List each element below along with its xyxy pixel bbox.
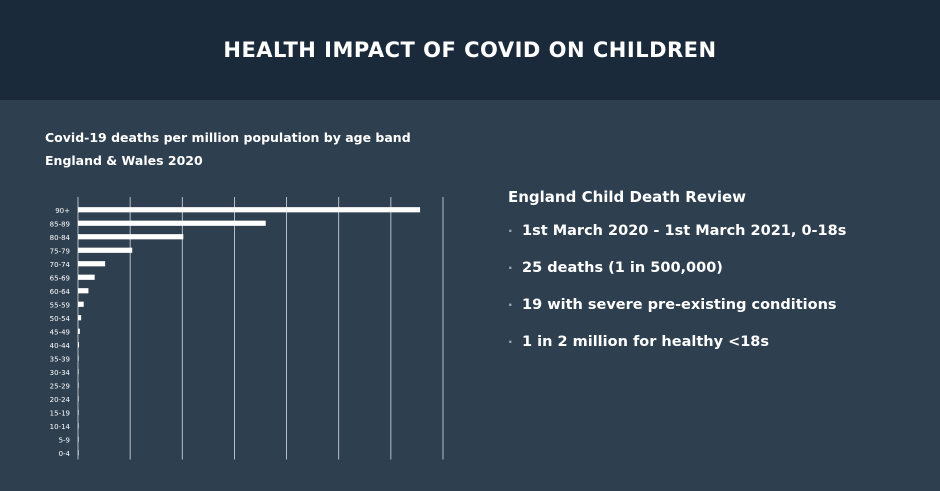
y-tick-label: 15-19	[50, 409, 70, 417]
review-item: · 25 deaths (1 in 500,000)	[508, 257, 928, 294]
bar	[78, 355, 79, 361]
child-death-review-panel: England Child Death Review · 1st March 20…	[508, 188, 928, 368]
panel-title: England Child Death Review	[508, 188, 746, 206]
chart-title: Covid-19 deaths per million population b…	[45, 130, 411, 145]
y-tick-label: 30-34	[50, 369, 71, 377]
review-item-text: 1 in 2 million for healthy <18s	[522, 334, 770, 350]
bullet-icon: ·	[508, 261, 513, 275]
review-item: · 1 in 2 million for healthy <18s	[508, 331, 928, 368]
x-tick-label: 25000	[326, 475, 351, 476]
bar	[78, 274, 95, 280]
bar	[78, 423, 79, 429]
bar	[78, 288, 89, 294]
review-item-text: 19 with severe pre-existing conditions	[522, 297, 837, 313]
y-tick-label: 75-79	[50, 247, 70, 255]
y-tick-label: 25-29	[50, 382, 70, 390]
bar	[78, 396, 79, 402]
review-item-text: 1st March 2020 - 1st March 2021, 0-18s	[522, 223, 847, 239]
y-tick-label: 60-64	[50, 288, 71, 296]
y-tick-label: 0-4	[59, 450, 71, 458]
y-tick-label: 35-39	[50, 355, 70, 363]
y-tick-label: 55-59	[50, 301, 70, 309]
bar	[78, 247, 133, 253]
x-tick-label: 10000	[170, 475, 195, 476]
bar	[78, 450, 79, 456]
bar	[78, 409, 79, 415]
x-tick-label: 30000	[378, 475, 403, 476]
bullet-icon: ·	[508, 298, 513, 312]
y-tick-label: 90+	[55, 207, 70, 215]
bar	[78, 301, 84, 307]
bar	[78, 261, 106, 267]
y-tick-label: 50-54	[50, 315, 71, 323]
x-tick-label: 5000	[120, 475, 140, 476]
y-tick-label: 20-24	[50, 396, 71, 404]
title-bar: HEALTH IMPACT OF COVID ON CHILDREN	[0, 0, 940, 100]
x-tick-label: 20000	[274, 475, 299, 476]
y-tick-label: 10-14	[50, 423, 71, 431]
bullet-icon: ·	[508, 335, 513, 349]
review-item-text: 25 deaths (1 in 500,000)	[522, 260, 723, 276]
y-tick-label: 80-84	[50, 234, 71, 242]
chart-title-block: Covid-19 deaths per million population b…	[45, 126, 411, 172]
x-tick-label: 15000	[222, 475, 247, 476]
bar	[78, 220, 266, 226]
review-item: · 19 with severe pre-existing conditions	[508, 294, 928, 331]
y-tick-label: 5-9	[59, 436, 70, 444]
bar	[78, 342, 80, 348]
bullet-icon: ·	[508, 224, 513, 238]
bar	[78, 436, 79, 442]
bar	[78, 207, 421, 213]
y-tick-label: 40-44	[50, 342, 71, 350]
bar	[78, 234, 184, 240]
chart-subtitle: England & Wales 2020	[45, 153, 203, 168]
y-tick-label: 65-69	[50, 274, 70, 282]
x-tick-label: 35000	[430, 475, 455, 476]
x-tick-label: 0	[75, 475, 80, 476]
bar	[78, 315, 82, 321]
bar	[78, 328, 80, 334]
bar-chart: 0 5000 10000 15000 20000 25000 30000 35000 90+ 85…	[50, 197, 456, 476]
review-item: · 1st March 2020 - 1st March 2021, 0-18s	[508, 220, 928, 257]
y-tick-label: 85-89	[50, 220, 70, 228]
y-tick-label: 45-49	[50, 328, 70, 336]
bar	[78, 382, 79, 388]
y-tick-label: 70-74	[50, 261, 71, 269]
bar	[78, 369, 79, 375]
review-list: · 1st March 2020 - 1st March 2021, 0-18s …	[508, 220, 928, 368]
page-title: HEALTH IMPACT OF COVID ON CHILDREN	[223, 38, 717, 62]
